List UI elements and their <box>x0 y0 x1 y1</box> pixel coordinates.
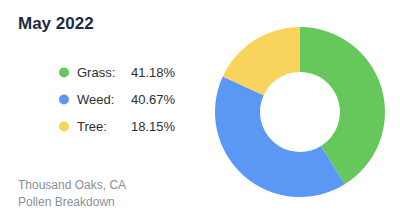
annotation: Pollen Breakdown <box>18 195 115 209</box>
legend-label: Tree: <box>77 119 107 134</box>
slice <box>215 77 345 197</box>
legend-value: 41.18% <box>131 65 176 80</box>
annotation: Thousand Oaks, CA <box>18 178 126 192</box>
legend-value: 40.67% <box>131 92 176 107</box>
legend-swatch <box>59 95 69 105</box>
legend-label: Grass: <box>77 65 115 80</box>
legend: Grass: 41.18% Weed: 40.67% Tree: 18.15% <box>59 65 176 134</box>
title: May 2022 <box>18 14 94 33</box>
chart: May 2022 Grass: 41.18% Weed: 40.67% Tree: 18.1… <box>0 0 400 224</box>
legend-swatch <box>59 122 69 132</box>
slice <box>223 27 300 95</box>
legend-label: Weed: <box>77 92 114 107</box>
legend-swatch <box>59 68 69 78</box>
legend-value: 18.15% <box>131 119 176 134</box>
donut <box>215 27 385 197</box>
